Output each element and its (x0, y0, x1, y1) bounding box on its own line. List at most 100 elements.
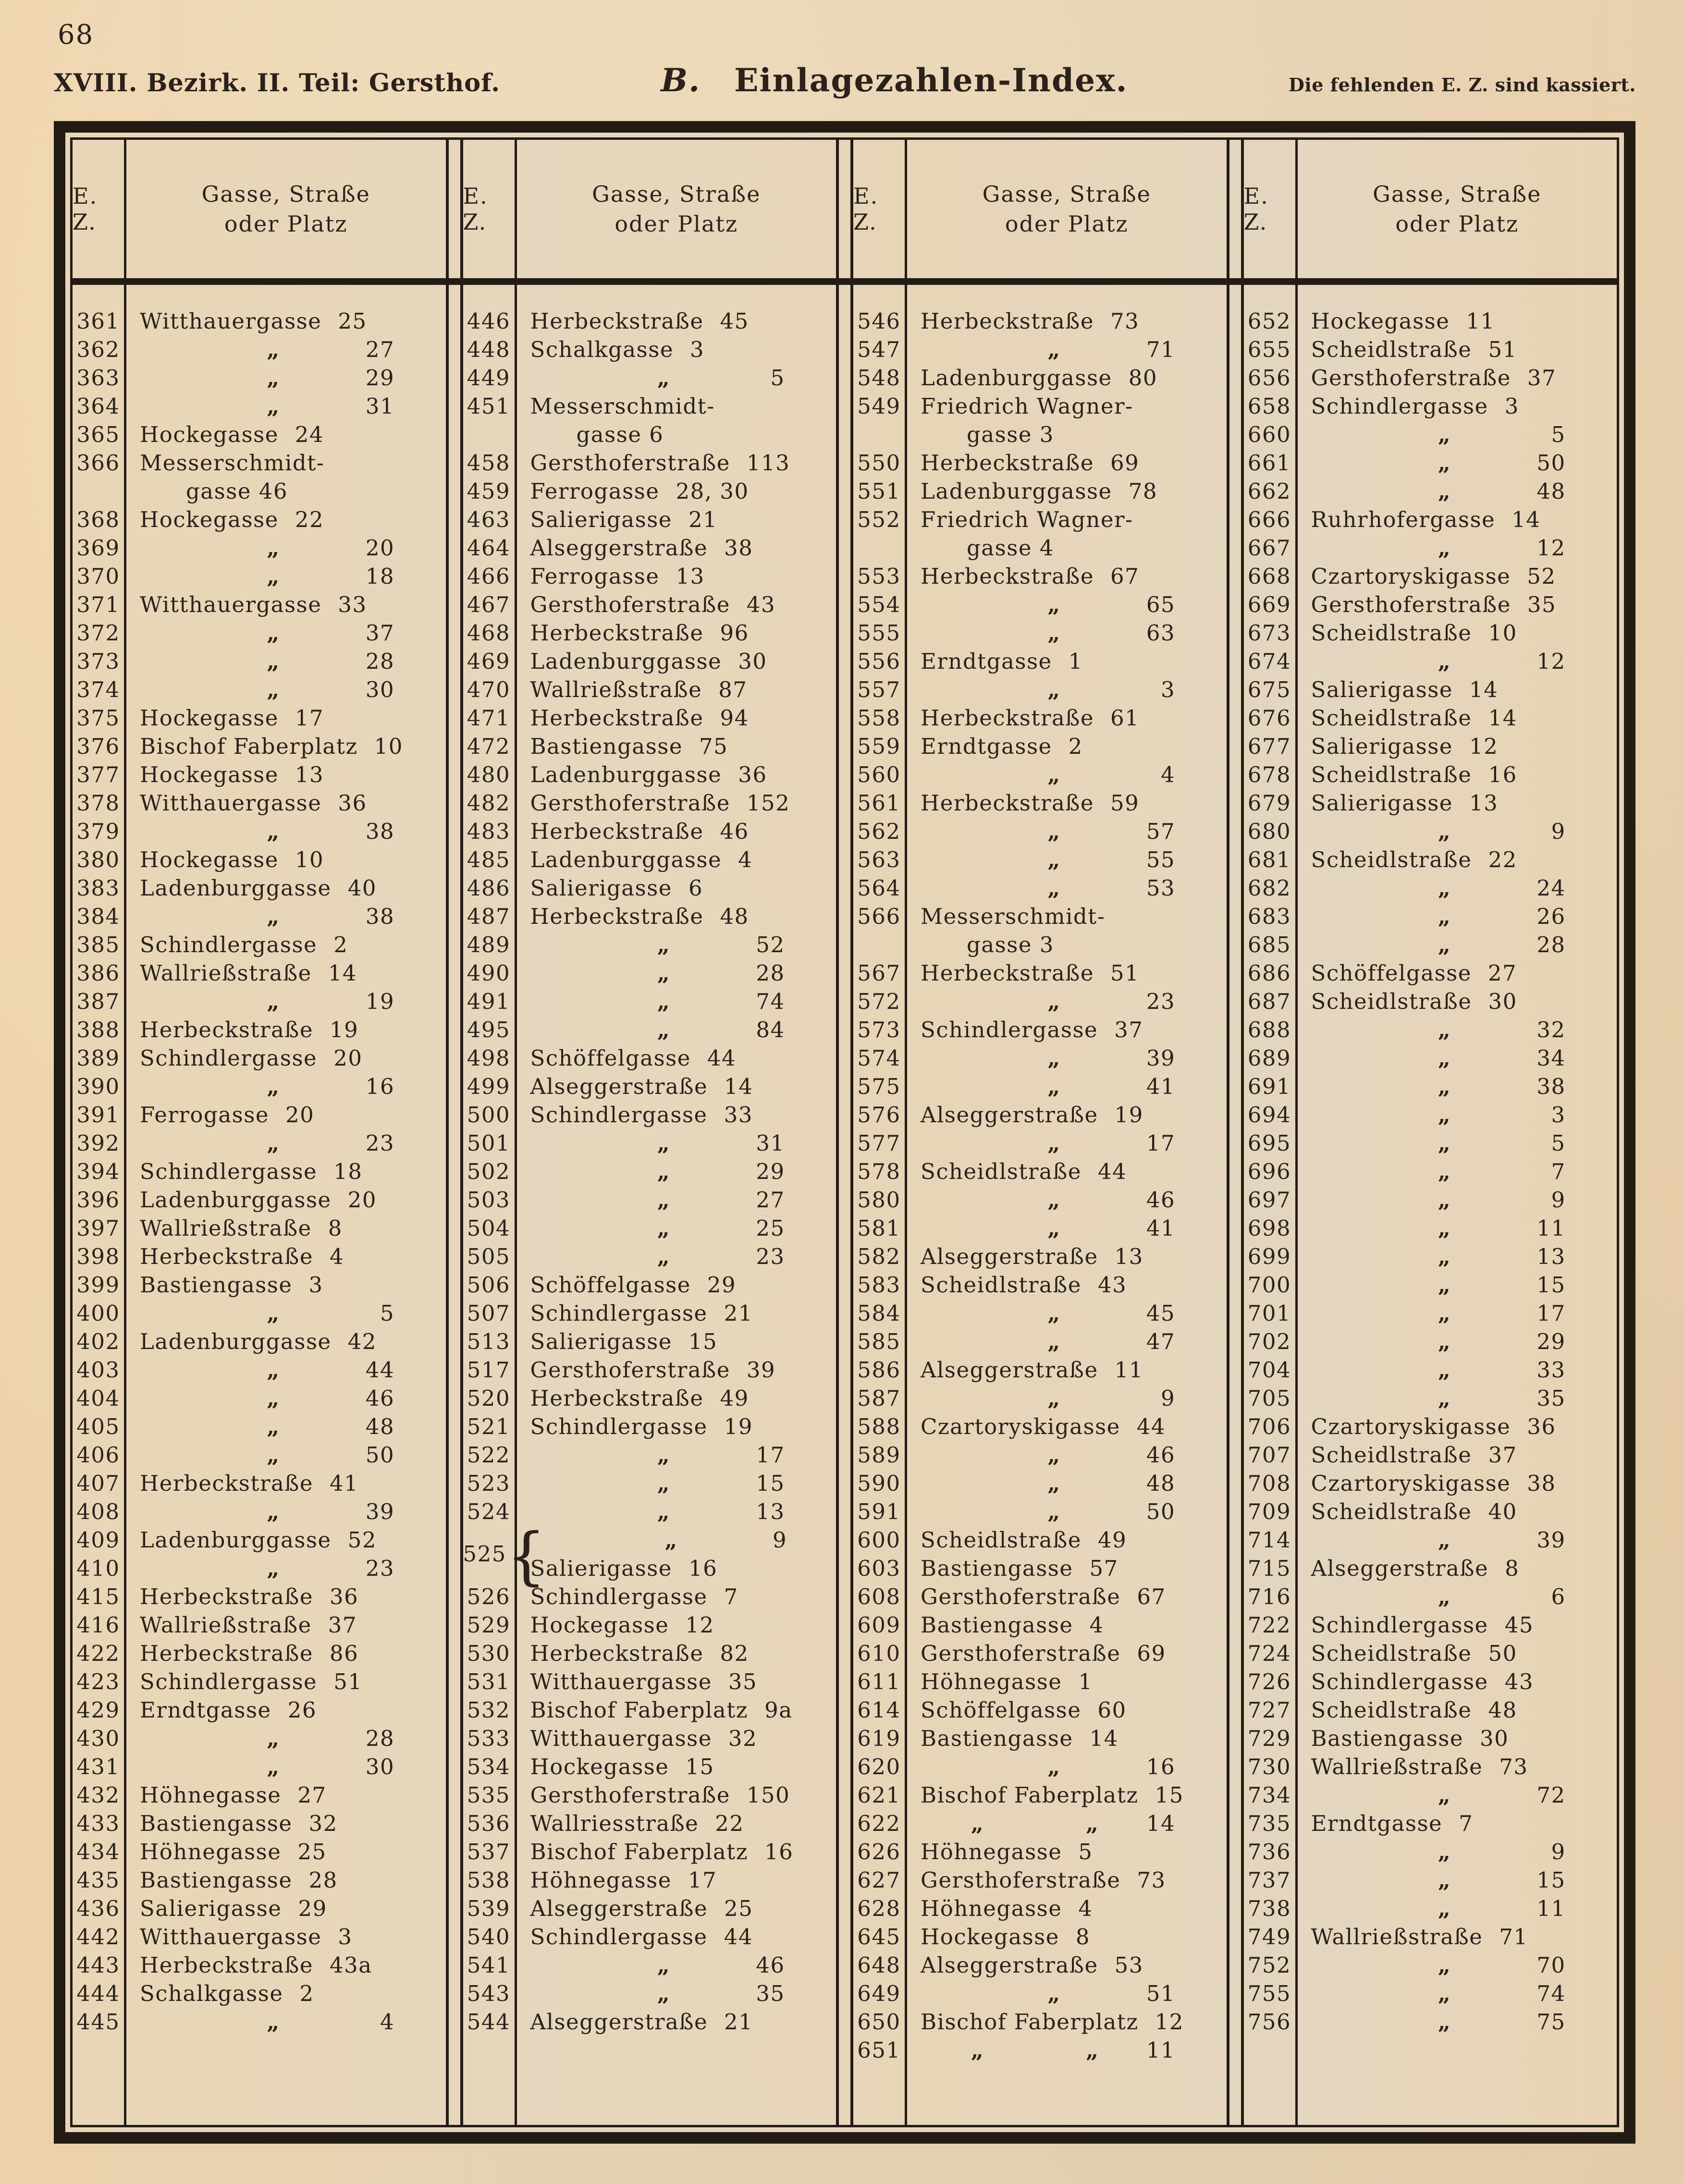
ez-number: 691 (1244, 1072, 1295, 1101)
table-row: „ 5 (1298, 420, 1617, 449)
ditto-mark: „ (1438, 1952, 1451, 1978)
house-number: 2 (1068, 734, 1083, 759)
table-row: „ „ 11 (907, 2036, 1227, 2064)
ez-value: 564 (857, 875, 901, 901)
house-number: 18 (365, 564, 395, 589)
ditto-mark: „ (1438, 1159, 1451, 1184)
ez-column-4: 652 655 656 658 660 661 662 666 667 668 669 673 674 6… (1244, 285, 1298, 2125)
table-row: Gersthoferstraße 113 (517, 449, 836, 477)
street-name: Herbeckstraße (921, 960, 1094, 986)
ez-number: 388 (73, 1016, 124, 1044)
ditto-mark: „ (1438, 1386, 1451, 1411)
ez-number: 572 (853, 987, 905, 1016)
house-number: 4 (380, 2009, 395, 2035)
ez-number: 444 (73, 1979, 124, 2008)
ez-value: 385 (76, 932, 120, 957)
table-row: „ 35 (1298, 1384, 1617, 1412)
street-name: Ladenburggasse (140, 1329, 332, 1354)
house-number: 9 (1551, 1839, 1566, 1865)
ez-value: 686 (1247, 960, 1291, 986)
table-row: Schindlergasse 20 (126, 1044, 446, 1072)
street-name: Herbeckstraße (530, 308, 704, 334)
ez-number: 575 (853, 1072, 905, 1101)
house-number: 86 (330, 1641, 359, 1666)
ez-number: 714 (1244, 1526, 1295, 1554)
ez-number: 752 (1244, 1951, 1295, 1979)
table-row: Salierigasse 13 (1298, 789, 1617, 817)
table-row: Herbeckstraße 4 (126, 1242, 446, 1271)
street-name: Herbeckstraße (530, 620, 704, 646)
ditto-mark: „ (971, 1811, 984, 1836)
table-row: Bischof Faberplatz 10 (126, 732, 446, 761)
ez-value: 446 (467, 308, 511, 334)
ez-number: 673 (1244, 619, 1295, 647)
ez-number: 364 (73, 392, 124, 420)
ez-value: 574 (857, 1045, 901, 1071)
street-name: Wallrießstraße (140, 1215, 312, 1241)
street-name: Messerschmidt- (530, 393, 715, 419)
ez-value: 626 (857, 1839, 901, 1865)
ez-value: 374 (76, 677, 120, 702)
ditto-mark: „ (1438, 422, 1451, 447)
house-number: 75 (1536, 2009, 1566, 2035)
ez-number: 380 (73, 846, 124, 874)
house-number: 24 (295, 422, 324, 447)
table-row: Herbeckstraße 43a (126, 1951, 446, 1979)
ditto-mark: „ (1047, 1471, 1061, 1496)
house-number: 29 (365, 365, 395, 391)
ez-number: 650 (853, 2008, 905, 2036)
house-number: 15 (756, 1471, 785, 1496)
table-row: Wallrießstraße 71 (1298, 1923, 1617, 1951)
street-name: Ladenburggasse (140, 1527, 332, 1553)
street-name: Herbeckstraße (921, 705, 1094, 731)
house-number: 49 (1097, 1527, 1127, 1553)
ez-value: 445 (76, 2009, 120, 2035)
ez-value: 384 (76, 904, 120, 929)
table-row: Hockegasse 11 (1298, 307, 1617, 335)
ez-value: 375 (76, 705, 120, 731)
column-header-ez-3: E. Z. (853, 140, 907, 278)
house-number: 37 (1527, 365, 1557, 391)
house-number: 11 (1114, 1357, 1143, 1383)
ditto-mark: „ (657, 365, 671, 391)
ez-value: 706 (1247, 1414, 1291, 1439)
ez-number: 589 (853, 1441, 905, 1469)
ez-value: 536 (467, 1811, 511, 1836)
house-number: 45 (1504, 1612, 1534, 1638)
ez-value: 464 (467, 535, 511, 561)
table-row: „ 39 (126, 1497, 446, 1526)
ez-number: 655 (1244, 335, 1295, 364)
ez-number: 525{ (463, 1525, 546, 1587)
ez-value: 410 (76, 1556, 120, 1581)
column-pair-divider (1226, 140, 1244, 2125)
ez-value: 470 (467, 677, 511, 702)
ez-number: 526 (463, 1583, 515, 1611)
table-row: Alseggerstraße 19 (907, 1101, 1227, 1129)
house-number: 4 (1078, 1896, 1093, 1921)
house-number: 59 (1110, 790, 1140, 816)
house-number: 45 (720, 308, 749, 334)
house-number: 96 (720, 620, 749, 646)
ez-value: 541 (467, 1952, 511, 1978)
ez-number: 738 (1244, 1894, 1295, 1923)
ez-number: 705 (1244, 1384, 1295, 1412)
ez-number: 365 (73, 420, 124, 449)
ez-number: 464 (463, 534, 515, 562)
table-row: Schindlergasse 7 (517, 1583, 836, 1611)
ez-number: 387 (73, 987, 124, 1016)
ez-value: 738 (1247, 1896, 1291, 1921)
table-row: Hockegasse 15 (517, 1753, 836, 1781)
house-number: 61 (1110, 705, 1140, 731)
table-row: „ 30 (126, 1753, 446, 1781)
ez-value: 681 (1247, 847, 1291, 872)
street-name: Czartoryskigasse (1311, 1471, 1511, 1496)
house-number: 67 (1110, 564, 1140, 589)
house-number: 9a (764, 1697, 793, 1723)
table-row: „ 16 (126, 1072, 446, 1101)
table-row: Scheidlstraße 44 (907, 1157, 1227, 1186)
ez-number: 504 (463, 1214, 515, 1242)
ez-number: 537 (463, 1838, 515, 1866)
street-name: Wallriesstraße (530, 1811, 699, 1836)
ez-number: 726 (1244, 1668, 1295, 1696)
ez-number: 704 (1244, 1356, 1295, 1384)
